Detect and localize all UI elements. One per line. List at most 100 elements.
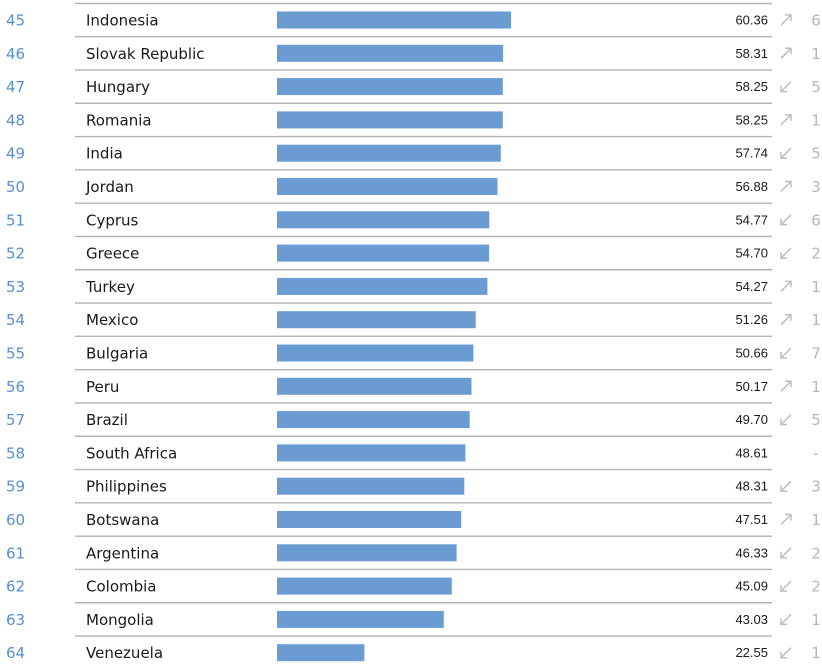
arrow-down-left-icon — [780, 613, 792, 626]
country-label: Botswana — [86, 511, 159, 529]
arrow-down-left-icon — [780, 214, 792, 226]
bar — [277, 411, 470, 429]
bar — [277, 477, 465, 495]
rank-change-label: 3 — [811, 178, 821, 196]
rank-change-label: 1 — [811, 45, 821, 63]
rank-change-label: 2 — [811, 578, 821, 596]
rank-change-label: 5 — [811, 78, 821, 96]
rank-label: 62 — [6, 578, 25, 596]
country-label: Mexico — [86, 311, 138, 329]
rank-label: 47 — [6, 78, 25, 96]
table-row: 47 Hungary 58.25 5 — [6, 78, 821, 104]
bar — [277, 211, 490, 229]
table-row: 51 Cyprus 54.77 6 — [6, 211, 821, 238]
bar — [277, 344, 474, 362]
rank-label: 53 — [6, 278, 25, 296]
table-row: 54 Mexico 51.26 1 — [6, 311, 821, 338]
arrow-up-right-icon — [780, 380, 792, 392]
country-label: Greece — [86, 245, 139, 263]
country-label: Bulgaria — [86, 345, 148, 363]
arrow-up-right-icon — [780, 114, 792, 126]
rank-label: 58 — [6, 444, 25, 462]
arrow-down-left-icon — [780, 81, 792, 93]
rank-change-label: 5 — [811, 145, 821, 163]
bar — [277, 511, 462, 528]
rank-change-label: 7 — [811, 345, 821, 363]
rank-label: 48 — [6, 111, 25, 129]
bar — [277, 111, 503, 129]
rank-change-label: 5 — [811, 411, 821, 429]
rank-label: 57 — [6, 411, 25, 429]
value-label: 22.55 — [735, 645, 768, 660]
bar — [277, 444, 466, 462]
rank-label: 54 — [6, 311, 25, 329]
arrow-down-left-icon — [780, 414, 792, 426]
table-row: 48 Romania 58.25 1 — [6, 111, 821, 138]
arrow-down-left-icon — [780, 480, 792, 492]
country-label: Romania — [86, 111, 152, 129]
arrow-up-right-icon — [780, 47, 792, 59]
bar — [277, 544, 457, 562]
table-row: 57 Brazil 49.70 5 — [6, 411, 821, 437]
country-label: Mongolia — [86, 611, 154, 629]
arrow-down-left-icon — [780, 147, 792, 159]
rank-change-label: 1 — [811, 611, 821, 629]
rank-label: 45 — [6, 12, 25, 30]
arrow-up-right-icon — [780, 14, 792, 26]
value-label: 46.33 — [735, 545, 768, 560]
bar — [277, 377, 472, 395]
value-label: 60.36 — [735, 13, 768, 28]
bar — [277, 311, 476, 329]
value-label: 50.17 — [735, 379, 768, 394]
rank-change-label: 6 — [811, 211, 821, 229]
rank-label: 63 — [6, 611, 25, 629]
value-label: 43.03 — [735, 612, 768, 627]
value-label: 48.31 — [735, 479, 768, 494]
value-label: 54.27 — [735, 279, 768, 294]
rank-label: 60 — [6, 511, 25, 529]
bar — [277, 244, 490, 262]
bar — [277, 44, 504, 62]
country-label: Argentina — [86, 544, 159, 562]
rank-label: 51 — [6, 211, 25, 229]
value-label: 56.88 — [735, 179, 768, 194]
rank-label: 55 — [6, 345, 25, 363]
value-label: 51.26 — [735, 312, 768, 327]
value-label: 48.61 — [735, 445, 768, 460]
bar — [277, 644, 365, 662]
country-label: South Africa — [86, 444, 177, 462]
rank-label: 52 — [6, 245, 25, 263]
country-label: India — [86, 145, 123, 163]
country-label: Brazil — [86, 411, 128, 429]
arrow-up-right-icon — [780, 313, 792, 326]
table-row: 52 Greece 54.70 2 — [6, 244, 821, 271]
rank-change-label: 1 — [811, 511, 821, 529]
country-label: Colombia — [86, 578, 157, 596]
value-label: 54.77 — [735, 212, 768, 227]
table-row: 58 South Africa 48.61 - — [6, 444, 819, 471]
table-row: 46 Slovak Republic 58.31 1 — [6, 44, 821, 71]
arrow-down-left-icon — [780, 647, 792, 659]
arrow-up-right-icon — [780, 513, 792, 526]
country-label: Venezuela — [86, 644, 163, 662]
rank-label: 59 — [6, 478, 25, 496]
rank-label: 56 — [6, 378, 25, 396]
arrow-down-left-icon — [780, 347, 792, 359]
value-label: 57.74 — [735, 146, 768, 161]
country-label: Slovak Republic — [86, 45, 205, 63]
table-row: 50 Jordan 56.88 3 — [6, 178, 821, 204]
rank-change-label: 2 — [811, 544, 821, 562]
arrow-up-right-icon — [780, 180, 792, 193]
rank-change-label: 3 — [811, 478, 821, 496]
rank-change-label: 1 — [811, 111, 821, 129]
country-label: Peru — [86, 378, 119, 396]
rank-label: 61 — [6, 544, 25, 562]
table-row: 53 Turkey 54.27 1 — [6, 277, 821, 304]
bar — [277, 277, 488, 295]
arrow-down-left-icon — [780, 247, 792, 259]
value-label: 58.25 — [735, 112, 768, 127]
bar — [277, 610, 444, 628]
value-label: 54.70 — [735, 246, 768, 261]
rank-change-label: 1 — [811, 311, 821, 329]
